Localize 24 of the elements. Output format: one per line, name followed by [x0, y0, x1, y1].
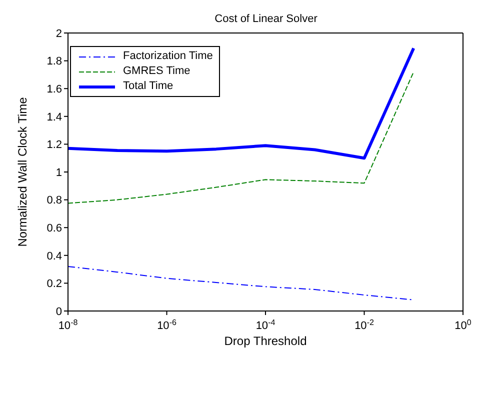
x-axis-title: Drop Threshold	[224, 334, 307, 348]
legend-label: Total Time	[123, 79, 174, 94]
legend-label: Factorization Time	[123, 49, 213, 64]
x-tick-label: 10$^{-2}$	[354, 318, 374, 332]
y-tick-label: 1	[56, 166, 62, 179]
x-tick-label: 10$^{-4}$	[256, 318, 276, 332]
x-tick-label: 10$^{-8}$	[58, 318, 78, 332]
chart-title: Cost of Linear Solver	[214, 13, 318, 25]
y-tick-label: 1.4	[46, 111, 62, 124]
x-tick-label: 10$^{0}$	[454, 318, 472, 332]
y-tick-label: 2	[56, 28, 62, 40]
line-series	[68, 266, 414, 300]
y-tick-label: 0	[56, 306, 62, 318]
y-tick-label: 0.6	[46, 222, 62, 235]
y-tick-label: 1.6	[46, 84, 62, 96]
line-series	[68, 46, 416, 160]
x-tick-label: 10$^{-6}$	[157, 318, 177, 332]
y-axis-title: Normalized Wall Clock Time	[15, 96, 30, 247]
legend-label: GMRES Time	[123, 64, 190, 79]
y-tick-label: 0.8	[46, 194, 62, 207]
y-tick-label: 0.2	[46, 278, 62, 290]
y-tick-label: 1.2	[46, 139, 62, 152]
y-tick-label: 1.8	[46, 56, 62, 68]
y-tick-label: 0.4	[46, 250, 62, 262]
